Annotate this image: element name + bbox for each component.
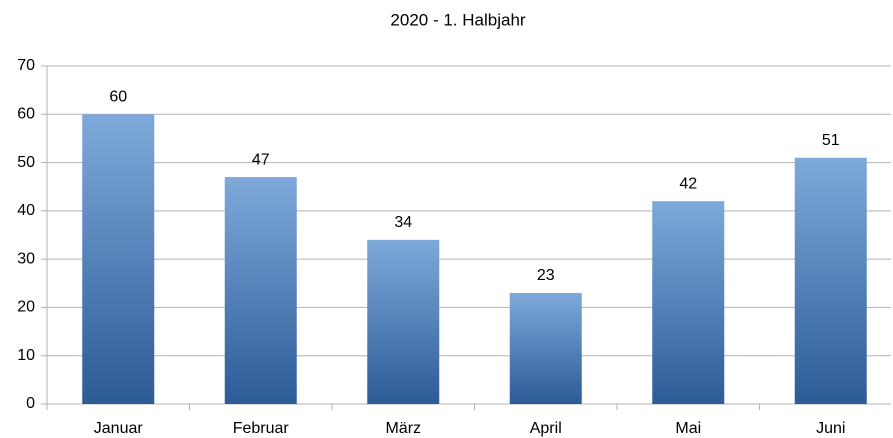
x-tick-label: Mai (675, 420, 701, 437)
data-label: 47 (252, 151, 270, 168)
chart-title: 2020 - 1. Halbjahr (390, 10, 525, 29)
y-tick-label: 70 (17, 57, 35, 74)
y-tick-label: 40 (17, 202, 35, 219)
x-tick-label: März (385, 420, 421, 437)
y-tick-label: 60 (17, 106, 35, 123)
data-label: 42 (679, 175, 697, 192)
bar (652, 201, 725, 404)
y-tick-label: 0 (26, 395, 35, 412)
x-tick-label: Februar (233, 420, 290, 437)
bar (224, 177, 297, 404)
bar (82, 114, 155, 405)
data-label: 23 (537, 267, 555, 284)
data-label: 51 (822, 132, 840, 149)
bar (794, 157, 867, 404)
y-tick-label: 30 (17, 250, 35, 267)
x-tick-label: Juni (816, 420, 845, 437)
y-tick-label: 20 (17, 299, 35, 316)
x-tick-label: April (530, 420, 562, 437)
y-tick-label: 50 (17, 154, 35, 171)
x-tick-label: Januar (94, 420, 144, 437)
bar (367, 239, 440, 404)
bar (509, 292, 582, 404)
data-label: 34 (394, 214, 412, 231)
data-label: 60 (109, 89, 127, 106)
y-tick-label: 10 (17, 347, 35, 364)
